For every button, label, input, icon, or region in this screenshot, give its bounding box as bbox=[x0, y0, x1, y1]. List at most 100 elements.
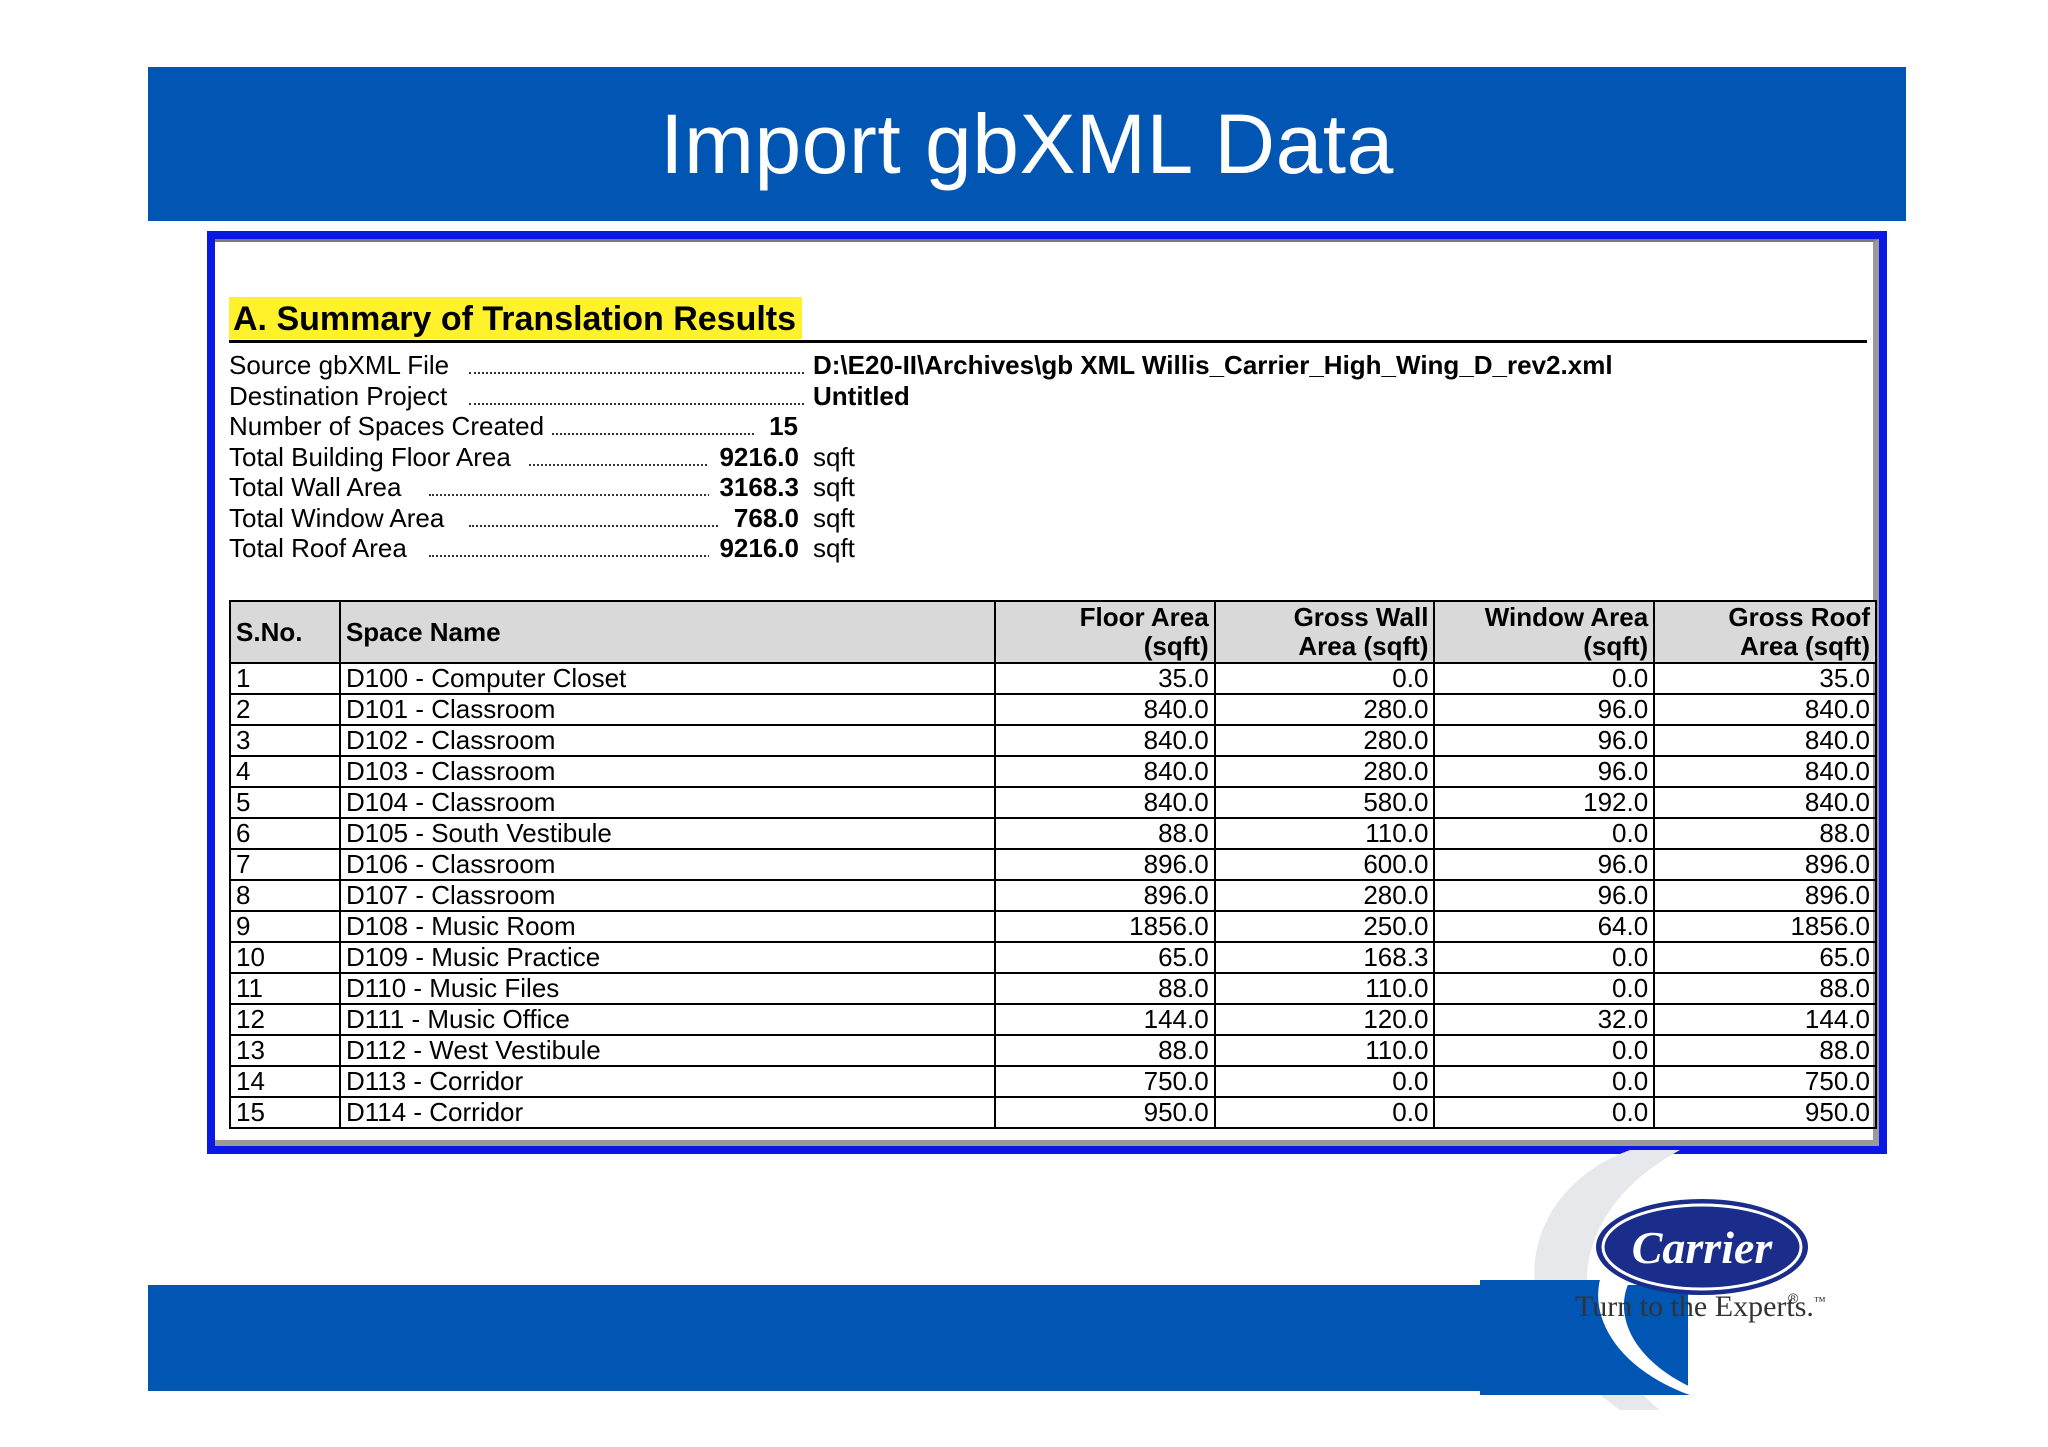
summary-label: Number of Spaces Created bbox=[229, 411, 551, 441]
cell-space-name: D106 - Classroom bbox=[338, 848, 996, 881]
summary-label: Source gbXML File bbox=[229, 350, 456, 380]
cell-floor-area: 950.0 bbox=[993, 1096, 1216, 1129]
cell-space-name: D110 - Music Files bbox=[338, 972, 996, 1005]
cell-gross-wall-area: 120.0 bbox=[1213, 1003, 1436, 1036]
table-row: 3 D102 - Classroom 840.0 280.0 96.0 840.0 bbox=[229, 724, 1877, 757]
cell-window-area: 0.0 bbox=[1433, 972, 1656, 1005]
summary-row-destination: Destination Project Untitled bbox=[229, 380, 1729, 412]
cell-window-area: 0.0 bbox=[1433, 1096, 1656, 1129]
slide-title: Import gbXML Data bbox=[660, 96, 1394, 191]
cell-window-area: 96.0 bbox=[1433, 879, 1656, 912]
header-line: Area (sqft) bbox=[1298, 631, 1429, 661]
logo-text: Carrier bbox=[1632, 1222, 1774, 1273]
summary-row-spaces: Number of Spaces Created 15 bbox=[229, 411, 1729, 442]
footer-bar bbox=[148, 1285, 1688, 1391]
cell-sno: 9 bbox=[229, 910, 341, 943]
dot-leader bbox=[529, 431, 774, 435]
summary-value: 9216.0 bbox=[709, 533, 799, 563]
table-row: 10 D109 - Music Practice 65.0 168.3 0.0 65.0 bbox=[229, 941, 1877, 974]
cell-window-area: 0.0 bbox=[1433, 1065, 1656, 1098]
dot-leader bbox=[469, 523, 749, 527]
header-gross-roof-area: Gross Roof Area (sqft) bbox=[1653, 600, 1877, 664]
cell-space-name: D107 - Classroom bbox=[338, 879, 996, 912]
dot-leader bbox=[469, 401, 804, 405]
cell-sno: 13 bbox=[229, 1034, 341, 1067]
spaces-table: S.No. Space Name Floor Area (sqft) Gross… bbox=[229, 600, 1877, 1129]
cell-floor-area: 896.0 bbox=[993, 879, 1216, 912]
cell-window-area: 0.0 bbox=[1433, 1034, 1656, 1067]
cell-gross-wall-area: 110.0 bbox=[1213, 817, 1436, 850]
cell-gross-roof-area: 950.0 bbox=[1653, 1096, 1877, 1129]
footer-swoosh bbox=[1480, 1280, 1700, 1395]
cell-sno: 3 bbox=[229, 724, 341, 757]
cell-gross-wall-area: 110.0 bbox=[1213, 972, 1436, 1005]
cell-sno: 15 bbox=[229, 1096, 341, 1129]
slide-title-bar: Import gbXML Data bbox=[148, 67, 1906, 221]
carrier-logo: Carrier ® bbox=[1596, 1199, 1808, 1306]
dot-leader bbox=[429, 492, 729, 496]
header-window-area: Window Area (sqft) bbox=[1433, 600, 1656, 664]
cell-space-name: D103 - Classroom bbox=[338, 755, 996, 788]
table-row: 14 D113 - Corridor 750.0 0.0 0.0 750.0 bbox=[229, 1065, 1877, 1098]
table-header-row: S.No. Space Name Floor Area (sqft) Gross… bbox=[229, 600, 1877, 664]
cell-sno: 1 bbox=[229, 662, 341, 695]
cell-gross-wall-area: 0.0 bbox=[1213, 662, 1436, 695]
header-line: Window Area bbox=[1484, 602, 1649, 632]
cell-window-area: 96.0 bbox=[1433, 693, 1656, 726]
cell-gross-roof-area: 144.0 bbox=[1653, 1003, 1877, 1036]
table-row: 15 D114 - Corridor 950.0 0.0 0.0 950.0 bbox=[229, 1096, 1877, 1129]
cell-gross-wall-area: 250.0 bbox=[1213, 910, 1436, 943]
header-line: Gross Roof bbox=[1728, 602, 1870, 632]
report-frame: A. Summary of Translation Results Source… bbox=[207, 231, 1887, 1154]
summary-label: Total Wall Area bbox=[229, 472, 408, 502]
dot-leader bbox=[529, 462, 739, 466]
tagline: Turn to the Experts.™ bbox=[1575, 1290, 1826, 1324]
cell-space-name: D101 - Classroom bbox=[338, 693, 996, 726]
cell-gross-roof-area: 896.0 bbox=[1653, 848, 1877, 881]
dot-leader bbox=[429, 553, 729, 557]
cell-space-name: D111 - Music Office bbox=[338, 1003, 996, 1036]
cell-space-name: D113 - Corridor bbox=[338, 1065, 996, 1098]
header-sno: S.No. bbox=[229, 600, 341, 664]
summary-label: Destination Project bbox=[229, 380, 454, 411]
section-title: A. Summary of Translation Results bbox=[229, 297, 803, 339]
cell-window-area: 0.0 bbox=[1433, 662, 1656, 695]
cell-gross-roof-area: 840.0 bbox=[1653, 786, 1877, 819]
cell-floor-area: 840.0 bbox=[993, 786, 1216, 819]
cell-floor-area: 88.0 bbox=[993, 972, 1216, 1005]
cell-window-area: 32.0 bbox=[1433, 1003, 1656, 1036]
summary-label: Total Building Floor Area bbox=[229, 441, 517, 472]
cell-gross-roof-area: 750.0 bbox=[1653, 1065, 1877, 1098]
cell-gross-wall-area: 0.0 bbox=[1213, 1096, 1436, 1129]
summary-label: Total Window Area bbox=[229, 502, 451, 533]
header-line: (sqft) bbox=[1583, 631, 1649, 661]
cell-gross-wall-area: 280.0 bbox=[1213, 724, 1436, 757]
cell-sno: 10 bbox=[229, 941, 341, 974]
section-header: A. Summary of Translation Results bbox=[229, 297, 1867, 343]
cell-gross-roof-area: 88.0 bbox=[1653, 1034, 1877, 1067]
table-row: 13 D112 - West Vestibule 88.0 110.0 0.0 88.0 bbox=[229, 1034, 1877, 1067]
cell-space-name: D112 - West Vestibule bbox=[338, 1034, 996, 1067]
table-row: 5 D104 - Classroom 840.0 580.0 192.0 840.0 bbox=[229, 786, 1877, 819]
cell-sno: 11 bbox=[229, 972, 341, 1005]
header-line: Area (sqft) bbox=[1739, 631, 1870, 661]
cell-floor-area: 88.0 bbox=[993, 817, 1216, 850]
cell-gross-roof-area: 840.0 bbox=[1653, 693, 1877, 726]
summary-value: 9216.0 bbox=[709, 441, 799, 472]
cell-space-name: D104 - Classroom bbox=[338, 786, 996, 819]
table-row: 9 D108 - Music Room 1856.0 250.0 64.0 1856.0 bbox=[229, 910, 1877, 943]
cell-gross-wall-area: 580.0 bbox=[1213, 786, 1436, 819]
cell-gross-roof-area: 35.0 bbox=[1653, 662, 1877, 695]
header-gross-wall-area: Gross Wall Area (sqft) bbox=[1213, 600, 1436, 664]
cell-gross-roof-area: 840.0 bbox=[1653, 724, 1877, 757]
table-row: 8 D107 - Classroom 896.0 280.0 96.0 896.0 bbox=[229, 879, 1877, 912]
cell-sno: 7 bbox=[229, 848, 341, 881]
cell-space-name: D114 - Corridor bbox=[338, 1096, 996, 1129]
summary-unit: sqft bbox=[813, 441, 855, 472]
cell-gross-roof-area: 88.0 bbox=[1653, 972, 1877, 1005]
cell-floor-area: 840.0 bbox=[993, 755, 1216, 788]
summary-value: D:\E20-II\Archives\gb XML Willis_Carrier… bbox=[813, 350, 1613, 380]
cell-window-area: 0.0 bbox=[1433, 817, 1656, 850]
cell-floor-area: 1856.0 bbox=[993, 910, 1216, 943]
registered-mark: ® bbox=[1788, 1290, 1799, 1306]
